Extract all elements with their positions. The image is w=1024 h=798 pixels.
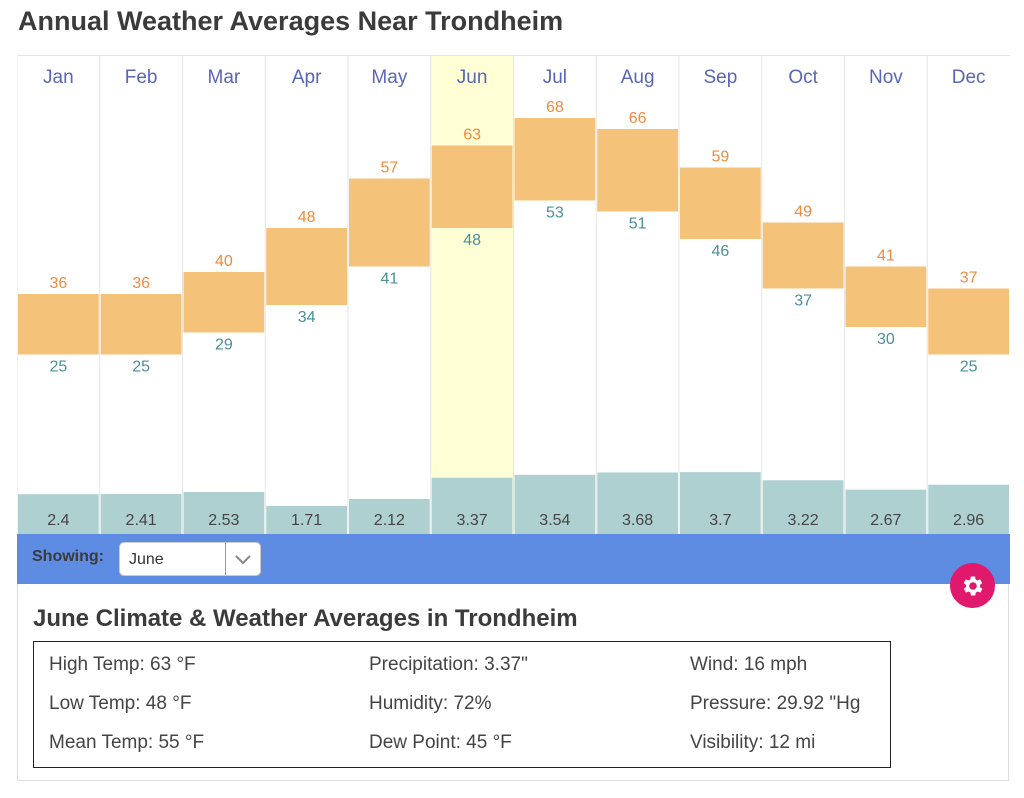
precip-bar: [514, 474, 596, 535]
precip-label: 3.68: [622, 512, 653, 529]
month-label: Mar: [208, 67, 241, 88]
high-temp-label: 49: [794, 204, 812, 221]
low-temp-label: 30: [877, 331, 895, 348]
stat-visibility: Visibility: 12 mi: [690, 732, 816, 753]
month-label: Jan: [43, 67, 74, 88]
temp-range-bar: [266, 228, 347, 305]
gear-icon: [963, 575, 982, 596]
month-select[interactable]: June: [119, 542, 261, 576]
precip-bar: [845, 489, 927, 535]
low-temp-label: 46: [711, 243, 729, 260]
month-label: Jul: [543, 67, 567, 88]
high-temp-label: 63: [463, 127, 481, 144]
high-temp-label: 36: [49, 275, 67, 292]
temp-range-bar: [183, 272, 265, 333]
month-label: Dec: [952, 67, 986, 88]
temp-range-bar: [18, 294, 99, 355]
low-temp-label: 25: [132, 359, 150, 376]
stat-wind: Wind: 16 mph: [690, 654, 808, 675]
precip-label: 2.96: [953, 512, 984, 529]
stat-low-temp: Low Temp: 48 °F: [49, 693, 192, 714]
stat-dew-point: Dew Point: 45 °F: [369, 732, 512, 753]
precip-label: 2.67: [870, 512, 901, 529]
low-temp-label: 25: [960, 359, 978, 376]
month-select-value: June: [129, 551, 164, 568]
temp-range-bar: [349, 178, 430, 267]
precip-bar: [928, 484, 1009, 535]
precip-bar: [597, 472, 678, 535]
high-temp-label: 66: [629, 110, 647, 127]
month-label: Nov: [869, 67, 903, 88]
temp-range-bar: [431, 145, 513, 228]
precip-label: 2.12: [374, 512, 405, 529]
temp-range-bar: [597, 129, 678, 212]
temp-range-bar: [100, 294, 182, 355]
high-temp-label: 36: [132, 275, 150, 292]
details-title: June Climate & Weather Averages in Trond…: [33, 605, 578, 632]
precip-label: 1.71: [291, 512, 322, 529]
settings-button[interactable]: [950, 563, 995, 608]
showing-label: Showing:: [32, 548, 104, 565]
low-temp-label: 29: [215, 337, 233, 354]
precip-bar: [762, 480, 844, 535]
month-label: Oct: [788, 67, 818, 88]
month-label: Feb: [125, 67, 158, 88]
month-label: Sep: [703, 67, 737, 88]
chevron-down-icon[interactable]: [225, 543, 260, 575]
temp-range-bar: [762, 222, 844, 289]
high-temp-label: 48: [298, 209, 316, 226]
precip-bar: [349, 498, 430, 535]
temp-range-bar: [845, 266, 927, 327]
precip-label: 3.7: [709, 512, 731, 529]
month-label: Apr: [292, 67, 322, 88]
stat-humidity: Humidity: 72%: [369, 693, 492, 714]
precip-bar: [680, 472, 761, 535]
month-label: Jun: [457, 67, 488, 88]
temp-range-bar: [928, 288, 1009, 355]
precip-label: 3.22: [788, 512, 819, 529]
high-temp-label: 59: [711, 149, 729, 166]
month-column-jun[interactable]: [430, 56, 514, 535]
month-label: Aug: [621, 67, 655, 88]
month-column-aug[interactable]: [596, 56, 679, 535]
temp-range-bar: [680, 167, 761, 239]
month-column-oct[interactable]: [761, 56, 845, 535]
month-details-panel: June Climate & Weather Averages in Trond…: [17, 584, 1009, 781]
stat-mean-temp: Mean Temp: 55 °F: [49, 732, 205, 753]
month-column-sep[interactable]: [679, 56, 762, 535]
precip-label: 3.37: [457, 512, 488, 529]
stat-high-temp: High Temp: 63 °F: [49, 654, 196, 675]
low-temp-label: 41: [380, 271, 398, 288]
high-temp-label: 40: [215, 253, 233, 270]
low-temp-label: 48: [463, 232, 481, 249]
temp-range-bar: [514, 118, 596, 201]
high-temp-label: 37: [960, 270, 978, 287]
month-label: May: [371, 67, 407, 88]
low-temp-label: 34: [298, 309, 316, 326]
precip-bar: [183, 491, 265, 535]
month-selector-bar: Showing: June: [17, 534, 1010, 584]
stat-precipitation: Precipitation: 3.37": [369, 654, 528, 675]
weather-chart-svg: Jan 36 25 2.4 Feb 36 25 2.41 Mar 40 29 2.53 Apr 48 34 1…: [17, 56, 1010, 535]
month-column-may[interactable]: [348, 56, 431, 535]
precip-bar: [431, 477, 513, 535]
precip-bar: [266, 505, 347, 535]
high-temp-label: 57: [380, 160, 398, 177]
precip-label: 2.4: [47, 512, 69, 529]
stats-box: High Temp: 63 °F Precipitation: 3.37" Wi…: [33, 641, 891, 768]
stat-pressure: Pressure: 29.92 "Hg: [690, 693, 861, 714]
weather-chart: Jan 36 25 2.4 Feb 36 25 2.41 Mar 40 29 2.53 Apr 48 34 1…: [17, 55, 1010, 535]
low-temp-label: 53: [546, 205, 564, 222]
high-temp-label: 68: [546, 99, 564, 116]
low-temp-label: 25: [49, 359, 67, 376]
low-temp-label: 51: [629, 216, 647, 233]
high-temp-label: 41: [877, 248, 895, 265]
precip-bar: [100, 494, 182, 535]
page-title: Annual Weather Averages Near Trondheim: [18, 6, 564, 36]
precip-label: 2.41: [126, 512, 157, 529]
low-temp-label: 37: [794, 293, 812, 310]
precip-label: 3.54: [539, 512, 570, 529]
precip-bar: [18, 494, 99, 535]
precip-label: 2.53: [208, 512, 239, 529]
